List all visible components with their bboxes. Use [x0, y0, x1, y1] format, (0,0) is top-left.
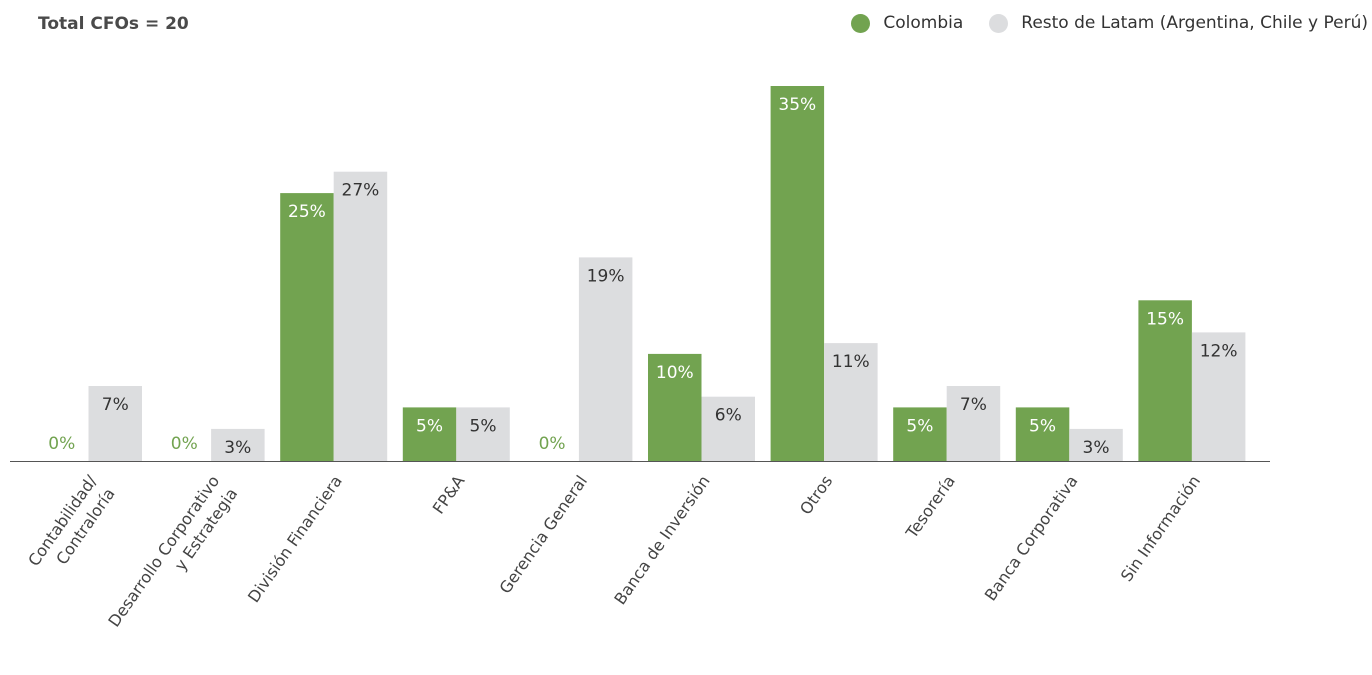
bar-colombia [770, 86, 825, 461]
data-label-resto: 19% [587, 266, 625, 286]
x-tick-label-line: Tesorería [902, 472, 959, 543]
data-label-resto: 3% [224, 438, 251, 458]
bar-resto [701, 396, 755, 461]
x-tick-label-line: Sin Información [1117, 472, 1204, 585]
x-tick-label: Banca Corporativa [981, 472, 1082, 605]
x-tick-label: Tesorería [902, 472, 959, 543]
x-tick-label-line: Gerencia General [495, 472, 591, 597]
data-label-resto: 11% [832, 352, 870, 372]
chart-legend: Colombia Resto de Latam (Argentina, Chil… [825, 13, 1368, 33]
data-label-resto: 6% [715, 406, 742, 426]
bar-resto [578, 257, 633, 461]
bar-colombia [893, 407, 947, 461]
x-tick-label-line: Desarrollo Corporativo [104, 472, 223, 631]
bar-colombia [1015, 407, 1070, 461]
data-label-colombia: 10% [656, 363, 694, 383]
bar-resto [824, 343, 878, 461]
x-tick-label-line: Banca Corporativa [981, 472, 1082, 605]
bar-resto [946, 386, 1001, 461]
total-cfos-label: Total CFOs = 20 [38, 14, 189, 34]
bar-resto [456, 407, 510, 461]
data-label-colombia: 5% [1029, 416, 1056, 436]
data-label-colombia: 25% [288, 202, 326, 222]
legend-swatch-colombia [851, 13, 871, 33]
x-tick-label: Banca de Inversión [610, 472, 713, 608]
legend-item-resto: Resto de Latam (Argentina, Chile y Perú) [989, 13, 1368, 33]
data-label-colombia: 15% [1146, 309, 1184, 329]
data-label-colombia: 0% [48, 434, 75, 454]
legend-label-resto: Resto de Latam (Argentina, Chile y Perú) [1021, 13, 1368, 33]
legend-swatch-resto [989, 13, 1009, 33]
bar-resto [1191, 332, 1246, 461]
x-tick-label: Sin Información [1117, 472, 1204, 585]
bar-colombia [1138, 300, 1192, 461]
x-tick-label-line: Banca de Inversión [610, 472, 713, 608]
x-tick-label-line: FP&A [429, 472, 469, 518]
data-label-resto: 7% [102, 395, 129, 415]
bar-resto [211, 428, 265, 461]
x-tick-label: FP&A [429, 472, 469, 518]
x-tick-label: Gerencia General [495, 472, 591, 597]
bar-colombia [280, 193, 334, 461]
bar-resto [1069, 428, 1123, 461]
data-label-resto: 3% [1083, 438, 1110, 458]
legend-label-colombia: Colombia [883, 13, 964, 33]
data-label-resto: 7% [960, 395, 987, 415]
bar-colombia [648, 353, 702, 461]
data-label-resto: 12% [1200, 341, 1238, 361]
data-label-colombia: 5% [906, 416, 933, 436]
x-tick-label: Otros [796, 472, 836, 518]
bar-colombia [402, 407, 457, 461]
x-tick-label: División Financiera [244, 472, 346, 606]
x-tick-label: Contabilidad/Contraloría [24, 471, 118, 569]
bar-resto [88, 386, 142, 461]
x-tick-label-line: División Financiera [244, 472, 346, 606]
data-label-resto: 5% [470, 416, 497, 436]
bar-resto [333, 171, 388, 461]
data-label-colombia: 35% [778, 95, 816, 115]
data-label-resto: 27% [342, 181, 380, 201]
data-label-colombia: 5% [416, 416, 443, 436]
data-label-colombia: 0% [539, 434, 566, 454]
x-tick-label-line: Otros [796, 472, 836, 518]
data-label-colombia: 0% [171, 434, 198, 454]
legend-item-colombia: Colombia [851, 13, 963, 33]
